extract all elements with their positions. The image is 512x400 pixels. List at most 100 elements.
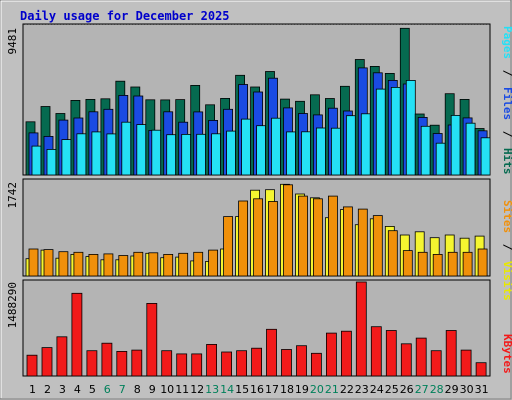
bar-sites-day-1	[28, 248, 39, 277]
bar-sites-day-8	[133, 251, 144, 277]
bar-sites-day-28	[432, 253, 443, 277]
x-tick-label-day-28: 28	[430, 383, 444, 396]
bar-sites-day-16	[253, 198, 264, 277]
chart-title: Daily usage for December 2025	[20, 9, 230, 23]
bar-sites-day-9	[148, 252, 159, 277]
legend-sep-2: /	[501, 244, 512, 251]
bar-sites-day-21	[327, 195, 338, 277]
panel-sites-visits: 1742 Sites / Visits	[6, 178, 512, 301]
bar-pages-day-1	[31, 145, 42, 176]
x-tick-label-day-13: 13	[205, 383, 219, 396]
x-tick-label-day-15: 15	[235, 383, 249, 396]
x-tick-label-day-22: 22	[340, 383, 354, 396]
x-tick-label-day-8: 8	[134, 383, 141, 396]
bar-sites-day-3	[58, 251, 69, 277]
bar-pages-day-10	[166, 134, 177, 176]
bar-kbytes-day-17	[266, 328, 277, 377]
panel-2-legend: Sites / Visits	[501, 200, 512, 301]
x-tick-label-day-7: 7	[119, 383, 126, 396]
bar-kbytes-day-14	[221, 351, 233, 377]
bar-kbytes-day-13	[206, 343, 218, 377]
bar-pages-day-24	[375, 88, 386, 176]
x-tick-label-day-30: 30	[460, 383, 474, 396]
x-tick-label-day-2: 2	[44, 383, 51, 396]
bar-sites-day-20	[312, 198, 323, 277]
bar-pages-day-7	[121, 121, 132, 176]
bar-pages-day-23	[360, 113, 371, 176]
bar-sites-day-29	[447, 251, 458, 277]
panel-1-legend: Pages / Files / Hits	[501, 26, 512, 175]
bar-pages-day-22	[345, 115, 356, 176]
bar-kbytes-day-20	[310, 352, 322, 377]
bar-sites-day-12	[193, 251, 204, 277]
x-tick-label-day-3: 3	[59, 383, 66, 396]
bar-pages-day-17	[271, 117, 281, 176]
bar-pages-day-20	[315, 127, 326, 176]
bar-sites-day-26	[402, 250, 413, 277]
x-tick-label-day-5: 5	[89, 383, 96, 396]
legend-kbytes: KBytes	[501, 334, 512, 374]
bar-pages-day-13	[211, 133, 222, 176]
bar-kbytes-day-9	[146, 302, 158, 377]
bar-pages-day-31	[480, 137, 491, 176]
bar-kbytes-day-12	[191, 353, 203, 377]
panel-kbytes: 1488290 KBytes	[6, 279, 512, 377]
bar-sites-day-22	[342, 206, 353, 277]
legend-sep-1b: /	[501, 131, 512, 138]
x-tick-label-day-17: 17	[265, 383, 279, 396]
bar-kbytes-day-8	[131, 349, 143, 377]
bar-kbytes-day-23	[355, 281, 367, 377]
bar-sites-day-6	[103, 253, 114, 277]
bar-sites-day-18	[283, 184, 293, 277]
x-tick-label-day-24: 24	[370, 383, 384, 396]
x-tick-label-day-27: 27	[415, 383, 429, 396]
bar-pages-day-11	[181, 133, 192, 176]
x-axis-day-labels: 1 2 3 4 5 6 7 8 9 10 11 12 13 14 15 16 17 18 19 20 21 22 23 24 2…	[29, 383, 489, 396]
bar-pages-day-25	[390, 87, 401, 176]
bar-pages-day-2	[46, 148, 57, 176]
bar-pages-day-28	[435, 142, 446, 176]
bar-kbytes-day-26	[400, 343, 412, 377]
bar-kbytes-day-21	[325, 332, 337, 377]
legend-sep-1a: /	[501, 70, 512, 77]
x-tick-label-day-20: 20	[310, 383, 324, 396]
bar-kbytes-day-16	[251, 347, 263, 377]
bar-pages-day-26	[405, 80, 416, 176]
bar-sites-day-2	[43, 249, 54, 277]
bar-sites-day-7	[118, 255, 129, 277]
bar-pages-day-18	[286, 131, 296, 176]
bar-sites-day-15	[238, 200, 249, 277]
bar-pages-day-8	[136, 124, 147, 176]
bar-kbytes-day-25	[385, 330, 397, 377]
bar-kbytes-day-3	[56, 336, 68, 377]
x-tick-label-day-10: 10	[160, 383, 174, 396]
x-tick-label-day-29: 29	[445, 383, 459, 396]
bar-pages-day-6	[106, 133, 117, 176]
x-tick-label-day-16: 16	[250, 383, 264, 396]
x-tick-label-day-4: 4	[74, 383, 81, 396]
bar-pages-day-21	[330, 127, 341, 176]
x-tick-label-day-14: 14	[220, 383, 234, 396]
bar-kbytes-day-11	[176, 353, 188, 377]
bar-kbytes-day-30	[460, 349, 472, 377]
bar-sites-day-19	[298, 195, 308, 277]
bar-kbytes-day-19	[296, 345, 307, 377]
panel-1-y-max-label: 9481	[6, 28, 19, 55]
bar-sites-day-23	[357, 208, 368, 277]
bar-pages-day-15	[241, 118, 252, 176]
bar-sites-day-30	[462, 251, 473, 277]
bar-sites-day-17	[268, 201, 278, 277]
x-tick-label-day-9: 9	[149, 383, 156, 396]
panel-2-y-max-label: 1742	[6, 182, 19, 209]
bar-sites-day-4	[73, 251, 84, 277]
bar-sites-day-13	[208, 249, 219, 277]
bar-kbytes-day-5	[86, 350, 98, 377]
panel-3-y-max-label: 1488290	[6, 282, 19, 328]
bar-pages-day-4	[76, 133, 87, 176]
x-tick-label-day-26: 26	[400, 383, 414, 396]
bar-pages-day-14	[226, 130, 237, 176]
bar-kbytes-day-27	[415, 337, 427, 377]
bar-pages-day-16	[256, 125, 267, 176]
legend-visits: Visits	[501, 261, 512, 301]
